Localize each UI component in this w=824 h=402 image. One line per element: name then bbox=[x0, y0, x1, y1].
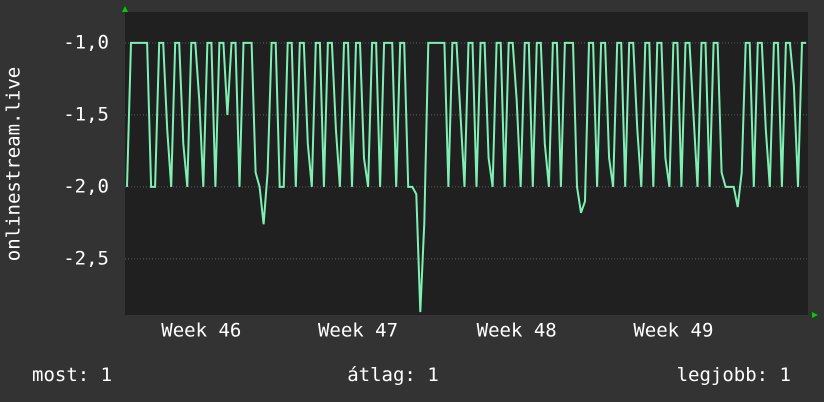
y-tick-label: -1,5 bbox=[63, 103, 109, 125]
axis-arrow bbox=[812, 312, 818, 318]
y-tick-label: -1,0 bbox=[63, 31, 109, 53]
stat-atlag: átlag: 1 bbox=[347, 364, 439, 386]
x-tick-label: Week 49 bbox=[633, 320, 713, 342]
data-line bbox=[126, 41, 806, 313]
stat-label: átlag: bbox=[347, 364, 416, 386]
stat-value: 1 bbox=[101, 364, 112, 386]
axis-arrow bbox=[122, 6, 128, 12]
stat-value: 1 bbox=[427, 364, 438, 386]
x-tick-label: Week 47 bbox=[318, 320, 398, 342]
x-tick-label: Week 48 bbox=[477, 320, 557, 342]
stat-label: legjobb: bbox=[677, 364, 769, 386]
y-tick-label: -2,0 bbox=[63, 175, 109, 197]
y-tick-label: -2,5 bbox=[63, 247, 109, 269]
x-tick-label: Week 46 bbox=[161, 320, 241, 342]
y-axis-label: onlinestream.live bbox=[3, 67, 25, 261]
stat-most: most: 1 bbox=[32, 364, 112, 386]
stat-label: most: bbox=[32, 364, 89, 386]
stat-legjobb: legjobb: 1 bbox=[677, 364, 791, 386]
stat-value: 1 bbox=[780, 364, 791, 386]
